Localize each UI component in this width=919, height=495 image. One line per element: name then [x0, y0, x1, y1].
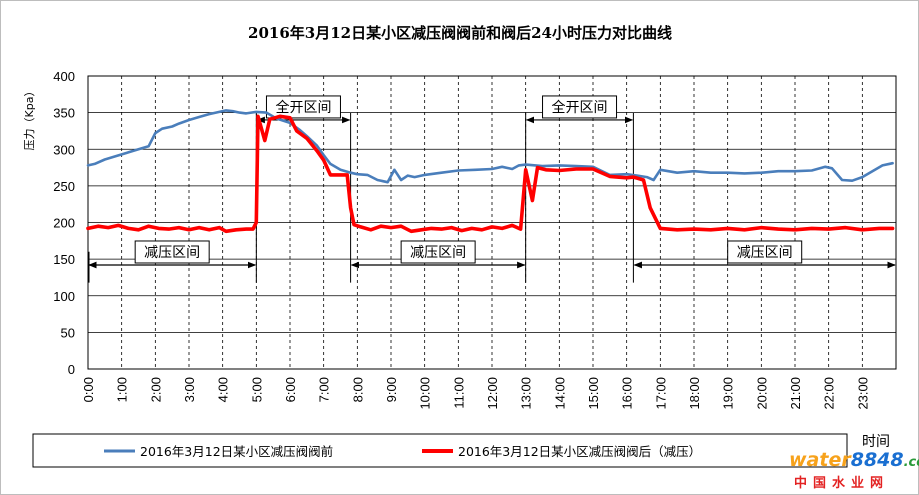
x-tick-label: 6:00 — [283, 377, 298, 402]
x-axis-label: 时间 — [862, 434, 890, 450]
x-tick-label: 2:00 — [148, 377, 163, 402]
y-tick-label: 0 — [68, 362, 75, 377]
series-lines — [86, 109, 895, 234]
chart-title: 2016年3月12日某小区减压阀阀前和阀后24小时压力对比曲线 — [248, 24, 672, 42]
grid — [87, 75, 897, 370]
legend-label-after: 2016年3月12日某小区减压阀阀后（减压） — [458, 444, 701, 459]
legend-label-before: 2016年3月12日某小区减压阀阀前 — [140, 444, 333, 459]
interval-label: 全开区间 — [552, 99, 608, 116]
watermark-logo: water8848.com 中国水业网 — [789, 449, 919, 491]
x-tick-label: 11:00 — [451, 377, 466, 409]
series-line-before — [86, 109, 894, 184]
x-tick-label: 0:00 — [81, 377, 96, 402]
y-tick-label: 200 — [53, 216, 75, 231]
y-tick-label: 250 — [53, 179, 75, 194]
x-tick-label: 13:00 — [519, 377, 534, 410]
x-tick-label: 15:00 — [586, 377, 601, 410]
interval-label-box — [134, 240, 210, 264]
interval-label-box — [727, 240, 803, 264]
y-tick-label: 150 — [53, 252, 75, 267]
y-tick-label: 50 — [61, 325, 75, 340]
y-axis-label: 压力（Kpa） — [23, 86, 36, 151]
x-tick-label: 19:00 — [721, 377, 736, 410]
x-tick-label: 8:00 — [350, 377, 365, 402]
x-tick-label: 1:00 — [115, 377, 130, 402]
x-tick-label: 10:00 — [418, 377, 433, 410]
interval-label: 减压区间 — [737, 245, 793, 261]
interval-label-box — [400, 240, 476, 264]
x-tick-label: 23:00 — [855, 377, 870, 410]
y-tick-labels: 0 50 100 150 200 250 300 350 400 — [53, 69, 75, 377]
interval-label: 减压区间 — [410, 245, 466, 261]
legend: 2016年3月12日某小区减压阀阀前 2016年3月12日某小区减压阀阀后（减压… — [32, 433, 848, 468]
y-tick-label: 350 — [53, 106, 75, 121]
x-tick-label: 4:00 — [216, 377, 231, 402]
x-tick-label: 14:00 — [552, 377, 567, 410]
x-tick-label: 9:00 — [384, 377, 399, 402]
x-tick-labels: 0:00 1:00 2:00 3:00 4:00 5:00 6:00 7:00 8:00 9:00… — [81, 377, 870, 410]
x-tick-label: 22:00 — [822, 377, 837, 410]
interval-label-box — [542, 95, 618, 119]
x-tick-label: 17:00 — [653, 377, 668, 410]
interval-label: 减压区间 — [144, 245, 200, 261]
interval-label-box — [265, 95, 341, 119]
watermark-brand: water8848.com — [789, 449, 919, 471]
watermark-subtitle: 中国水业网 — [794, 475, 889, 491]
y-tick-label: 100 — [53, 289, 75, 304]
x-tick-label: 18:00 — [687, 377, 702, 410]
x-tick-label: 20:00 — [754, 377, 769, 410]
y-tick-label: 300 — [53, 142, 75, 157]
y-tick-label: 400 — [53, 69, 75, 84]
interval-label: 全开区间 — [275, 99, 331, 116]
x-tick-label: 16:00 — [620, 377, 635, 410]
x-tick-label: 7:00 — [317, 377, 332, 402]
x-tick-label: 12:00 — [485, 377, 500, 410]
x-tick-label: 5:00 — [249, 377, 264, 402]
x-tick-label: 21:00 — [788, 377, 803, 410]
series-line-after — [86, 114, 895, 234]
x-tick-label: 3:00 — [182, 377, 197, 402]
